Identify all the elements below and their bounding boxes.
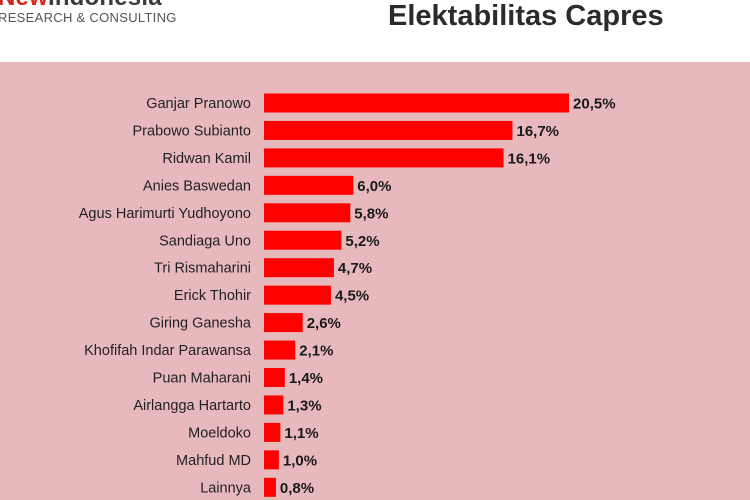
logo-subtitle: RESEARCH & CONSULTING	[0, 10, 177, 25]
category-label: Moeldoko	[188, 425, 251, 441]
category-label: Agus Harimurti Yudhoyono	[79, 206, 251, 222]
value-label: 1,4%	[289, 370, 323, 387]
newindonesia-logo: NewIndonesia RESEARCH & CONSULTING	[0, 0, 177, 24]
bar	[264, 313, 303, 333]
bar	[264, 93, 570, 113]
category-label: Tri Rismaharini	[154, 261, 251, 277]
value-label: 16,7%	[516, 123, 559, 140]
bar	[264, 395, 284, 415]
bar	[264, 230, 342, 250]
header: NewIndonesia RESEARCH & CONSULTING Elekt…	[0, 0, 750, 62]
value-label: 1,1%	[284, 425, 318, 442]
bar-chart: Ganjar Pranowo 20,5% Prabowo Subianto 16,7%…	[79, 93, 616, 497]
bar	[264, 477, 276, 497]
category-label: Sandiaga Uno	[159, 233, 251, 249]
bar	[264, 148, 504, 168]
category-label: Erick Thohir	[174, 288, 251, 304]
category-label: Lainnya	[200, 480, 252, 496]
value-label: 4,7%	[338, 260, 372, 277]
bar	[264, 285, 331, 305]
value-label: 0,8%	[280, 480, 314, 497]
logo-brand-indonesia: Indonesia	[48, 0, 162, 11]
value-label: 16,1%	[508, 150, 551, 167]
category-label: Mahfud MD	[176, 453, 251, 469]
logo-brand: NewIndonesia	[0, 0, 177, 10]
bar	[264, 422, 281, 442]
value-label: 5,2%	[345, 233, 379, 250]
bar	[264, 368, 285, 387]
value-label: 2,6%	[307, 315, 341, 332]
bar	[264, 175, 354, 195]
category-label: Khofifah Indar Parawansa	[84, 343, 252, 359]
chart-area: Ganjar Pranowo 20,5% Prabowo Subianto 16,7%…	[0, 62, 750, 500]
value-label: 2,1%	[299, 343, 333, 360]
category-label: Ganjar Pranowo	[146, 96, 251, 112]
value-label: 1,3%	[287, 397, 321, 414]
bar	[264, 258, 334, 278]
bar	[264, 203, 351, 223]
value-label: 5,8%	[354, 205, 388, 222]
value-label: 4,5%	[335, 288, 369, 305]
category-label: Airlangga Hartarto	[133, 398, 251, 414]
category-label: Puan Maharani	[153, 371, 251, 387]
value-label: 6,0%	[357, 178, 391, 195]
logo-brand-new: New	[0, 0, 48, 11]
chart-title: Elektabilitas Capres	[388, 0, 664, 32]
bar	[264, 120, 513, 140]
value-label: 1,0%	[283, 452, 317, 469]
bar	[264, 450, 279, 470]
value-label: 20,5%	[573, 96, 616, 113]
bar	[264, 340, 296, 360]
category-label: Anies Baswedan	[143, 178, 251, 194]
category-label: Giring Ganesha	[149, 316, 251, 332]
category-label: Prabowo Subianto	[133, 123, 252, 139]
category-label: Ridwan Kamil	[162, 151, 251, 167]
